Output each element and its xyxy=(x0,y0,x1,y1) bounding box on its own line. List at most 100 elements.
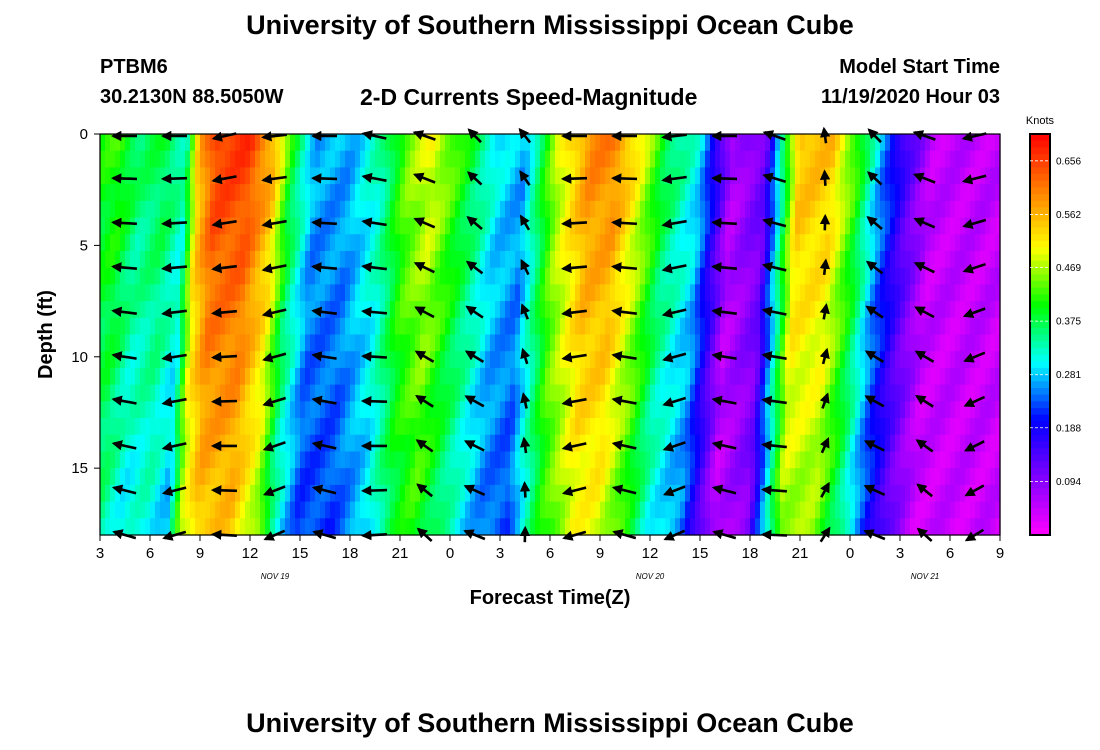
heatmap-cell xyxy=(440,284,446,302)
heatmap-cell xyxy=(210,250,216,269)
heatmap-cell xyxy=(505,367,511,386)
heatmap-cell xyxy=(740,468,746,486)
heatmap-cell xyxy=(185,184,191,202)
heatmap-cell xyxy=(185,401,191,419)
heatmap-cell xyxy=(845,501,851,519)
heatmap-cell xyxy=(355,167,361,185)
heatmap-cell xyxy=(775,150,781,169)
heatmap-cell xyxy=(895,484,901,503)
heatmap-cell xyxy=(195,150,201,169)
heatmap-cell xyxy=(205,518,211,536)
heatmap-cell xyxy=(155,384,161,402)
heatmap-cell xyxy=(185,301,191,319)
heatmap-cell xyxy=(360,501,366,519)
heatmap-cell xyxy=(445,351,451,369)
heatmap-cell xyxy=(685,284,691,302)
heatmap-cell xyxy=(535,434,541,453)
heatmap-cell xyxy=(665,301,671,319)
heatmap-cell xyxy=(940,317,946,336)
heatmap-cell xyxy=(195,418,201,436)
heatmap-cell xyxy=(205,217,211,235)
heatmap-cell xyxy=(100,401,106,419)
heatmap-cell xyxy=(775,367,781,386)
x-tick-label: 9 xyxy=(596,545,604,562)
heatmap-cell xyxy=(400,301,406,319)
heatmap-cell xyxy=(530,301,536,319)
heatmap-cell xyxy=(680,418,686,436)
heatmap-cell xyxy=(820,150,826,169)
heatmap-cell xyxy=(845,334,851,352)
heatmap-cell xyxy=(825,468,831,486)
heatmap-cell xyxy=(375,184,381,202)
heatmap-cell xyxy=(105,317,111,336)
heatmap-cell xyxy=(230,384,236,402)
current-arrow xyxy=(865,305,884,319)
heatmap-cell xyxy=(950,351,956,369)
heatmap-cell xyxy=(950,184,956,202)
heatmap-cell xyxy=(195,384,201,402)
heatmap-cell xyxy=(445,167,451,185)
heatmap-cell xyxy=(470,384,476,402)
heatmap-cell xyxy=(475,484,481,503)
heatmap-cell xyxy=(815,184,821,202)
heatmap-cell xyxy=(405,184,411,202)
heatmap-cell xyxy=(795,284,801,302)
heatmap-cell xyxy=(300,134,306,152)
heatmap-cell xyxy=(255,367,261,386)
colorbar-swatch xyxy=(1030,361,1050,369)
heatmap-cell xyxy=(200,384,206,402)
heatmap-cell xyxy=(280,401,286,419)
heatmap-cell xyxy=(375,418,381,436)
heatmap-cell xyxy=(800,418,806,436)
heatmap-cell xyxy=(435,184,441,202)
heatmap-cell xyxy=(840,250,846,269)
heatmap-cell xyxy=(835,351,841,369)
heatmap-cell xyxy=(405,518,411,536)
heatmap-cell xyxy=(685,217,691,235)
heatmap-cell xyxy=(205,351,211,369)
heatmap-cell xyxy=(530,284,536,302)
heatmap-cell xyxy=(190,518,196,536)
heatmap-cell xyxy=(230,301,236,319)
current-arrow xyxy=(111,262,138,273)
heatmap-cell xyxy=(995,334,1001,352)
heatmap-cell xyxy=(680,367,686,386)
heatmap-cell xyxy=(410,301,416,319)
heatmap-cell xyxy=(640,284,646,302)
heatmap-cell xyxy=(890,367,896,386)
heatmap-cell xyxy=(215,317,221,336)
colorbar-swatch xyxy=(1030,461,1050,469)
heatmap-cell xyxy=(160,451,166,469)
heatmap-cell xyxy=(740,451,746,469)
heatmap-cell xyxy=(500,150,506,169)
heatmap-cell xyxy=(360,418,366,436)
heatmap-cell xyxy=(885,334,891,352)
heatmap-cell xyxy=(465,501,471,519)
heatmap-cell xyxy=(985,134,991,152)
heatmap-cell xyxy=(750,134,756,152)
heatmap-cell xyxy=(505,501,511,519)
heatmap-cell xyxy=(435,518,441,536)
heatmap-cell xyxy=(925,184,931,202)
heatmap-cell xyxy=(645,451,651,469)
heatmap-cell xyxy=(855,367,861,386)
heatmap-cell xyxy=(350,301,356,319)
heatmap-cell xyxy=(285,451,291,469)
heatmap-cell xyxy=(670,217,676,235)
heatmap-cell xyxy=(710,200,716,219)
heatmap-cell xyxy=(885,468,891,486)
heatmap-cell xyxy=(950,334,956,352)
heatmap-cell xyxy=(410,217,416,235)
current-arrow xyxy=(211,218,237,229)
heatmap-cell xyxy=(355,284,361,302)
heatmap-cell xyxy=(275,451,281,469)
heatmap-cell xyxy=(560,418,566,436)
heatmap-cell xyxy=(155,434,161,453)
heatmap-cell xyxy=(340,217,346,235)
heatmap-cell xyxy=(215,334,221,352)
heatmap-cell xyxy=(395,518,401,536)
current-arrow xyxy=(863,440,885,452)
heatmap-cell xyxy=(185,234,191,252)
heatmap-cell xyxy=(755,317,761,336)
heatmap-cell xyxy=(720,451,726,469)
